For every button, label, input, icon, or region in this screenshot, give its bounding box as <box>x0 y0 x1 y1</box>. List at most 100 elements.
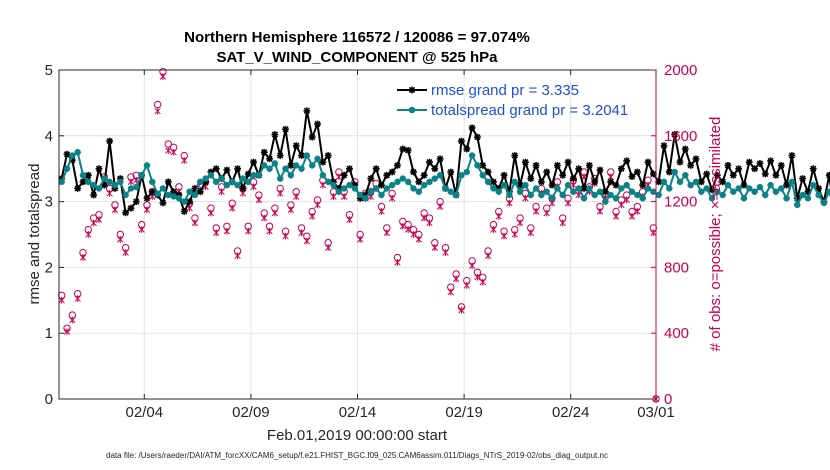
obs-assimilated-marker <box>303 237 311 245</box>
totalspread-point <box>772 188 780 195</box>
rmse-point-stroke <box>314 120 321 128</box>
totalspread-point <box>495 188 503 195</box>
tick-labels: 02/04 02/09 02/14 02/19 02/24 03/010123450400… <box>45 62 698 421</box>
totalspread-point <box>532 185 540 192</box>
rmse-point-stroke <box>341 172 348 179</box>
totalspread-point <box>74 149 81 156</box>
rmse-point-stroke <box>287 162 294 169</box>
obs-assimilated-marker <box>309 213 316 220</box>
rmse-point <box>388 168 396 176</box>
rmse-point <box>266 155 273 163</box>
obs-assimilated-marker <box>612 213 620 220</box>
rmse-point-stroke <box>756 160 764 167</box>
obs-assimilated-marker <box>277 189 284 197</box>
rmse-point <box>164 178 172 186</box>
rmse-point <box>633 168 641 176</box>
y-right-tick-label: 400 <box>664 325 689 342</box>
rmse-point <box>596 166 604 174</box>
totalspread-point <box>383 185 391 192</box>
totalspread-point <box>543 188 550 195</box>
totalspread-point <box>564 181 572 189</box>
obs-assimilated-marker <box>165 147 172 155</box>
rmse-point-stroke <box>708 186 716 193</box>
rmse-point <box>234 165 241 173</box>
rmse-point-stroke <box>660 142 668 149</box>
rmse-point <box>708 186 716 194</box>
totalspread-point <box>58 178 65 186</box>
totalspread-point <box>202 175 209 182</box>
rmse-point-stroke <box>804 188 812 195</box>
y-left-tick-label: 5 <box>45 62 53 79</box>
rmse-point <box>196 188 204 196</box>
rmse-point-stroke <box>277 152 284 159</box>
rmse-point <box>783 181 790 189</box>
rmse-point <box>724 162 732 169</box>
obs-assimilated-marker <box>223 227 231 235</box>
totalspread-point <box>783 195 790 202</box>
totalspread-point <box>692 178 700 186</box>
rmse-point-stroke <box>783 182 790 189</box>
obs-assimilated-marker <box>319 181 327 189</box>
totalspread-point <box>735 185 742 192</box>
rmse-point <box>260 148 268 156</box>
rmse-point-stroke <box>799 175 806 182</box>
totalspread-point <box>484 178 492 186</box>
rmse-point-stroke <box>602 188 609 195</box>
rmse-point-stroke <box>612 182 620 189</box>
rmse-point-stroke <box>197 188 204 195</box>
obs-assimilated-marker <box>90 219 97 227</box>
rmse-point-stroke <box>719 178 726 185</box>
rmse-point <box>474 133 481 141</box>
rmse-point <box>292 142 300 150</box>
rmse-point-stroke <box>511 152 518 159</box>
totalspread-point <box>570 188 577 195</box>
obs-assimilated-marker <box>564 199 572 207</box>
rmse-point <box>468 124 476 132</box>
totalspread-point <box>452 191 460 199</box>
obs-assimilated-marker <box>207 209 215 217</box>
obs-assimilated-marker <box>213 229 220 237</box>
totalspread-point <box>516 188 524 195</box>
totalspread-point <box>79 172 87 179</box>
rmse-point <box>90 191 98 199</box>
rmse-point-stroke <box>730 172 737 179</box>
obs-assimilated-marker <box>452 275 460 283</box>
totalspread-point <box>244 178 252 186</box>
totalspread-point <box>218 175 225 182</box>
rmse-point <box>415 178 423 186</box>
totalspread-point <box>410 185 417 192</box>
rmse-point <box>180 208 188 215</box>
obs-assimilated-marker <box>234 252 241 260</box>
x-tick-label: 03/01 <box>637 404 675 421</box>
rmse-point-stroke <box>751 165 758 172</box>
obs-assimilated-marker <box>357 236 364 243</box>
y-left-tick-label: 1 <box>45 325 53 342</box>
rmse-point <box>665 168 673 176</box>
totalspread-point <box>207 172 215 179</box>
obs-assimilated-marker <box>159 73 167 80</box>
totalspread-point <box>271 160 279 167</box>
rmse-point <box>372 165 380 173</box>
rmse-point <box>484 168 492 176</box>
rmse-point-stroke <box>639 182 646 189</box>
totalspread-point <box>165 191 172 199</box>
obs-assimilated-marker <box>378 208 385 215</box>
totalspread-point <box>644 185 652 192</box>
obs-assimilated-marker <box>191 219 199 227</box>
rmse-point-stroke <box>570 175 577 182</box>
rmse-point <box>399 145 407 153</box>
rmse-point <box>585 162 593 169</box>
rmse-point <box>825 171 830 179</box>
y-left-tick-label: 0 <box>45 391 53 408</box>
rmse-point-stroke <box>543 168 550 176</box>
rmse-point-stroke <box>548 182 556 189</box>
rmse-point-stroke <box>149 188 156 195</box>
rmse-point-stroke <box>463 145 470 153</box>
rmse-point-stroke <box>170 188 177 195</box>
rmse-point-stroke <box>554 162 561 169</box>
totalspread-point <box>234 181 241 189</box>
totalspread-point <box>191 191 199 199</box>
rmse-point <box>799 175 806 182</box>
rmse-point-stroke <box>106 137 113 145</box>
rmse-point-stroke <box>740 182 748 189</box>
